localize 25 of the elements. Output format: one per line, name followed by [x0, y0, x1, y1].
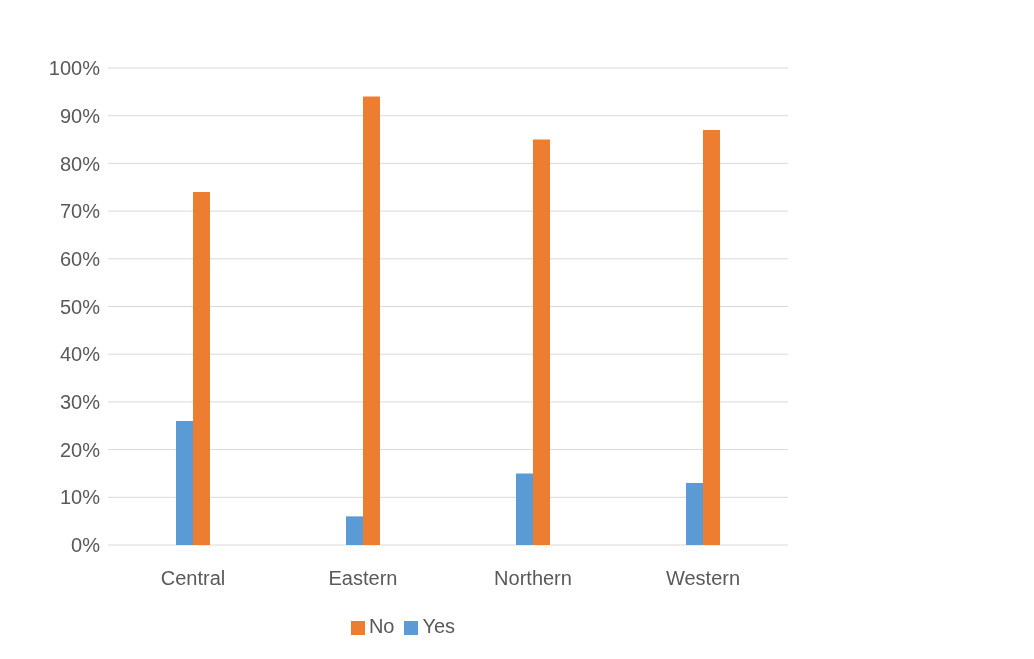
y-tick-label: 40% [59, 343, 101, 366]
y-tick-label: 70% [59, 200, 101, 223]
y-tick-label: 10% [59, 486, 101, 509]
legend-label: Yes [422, 615, 456, 637]
y-tick-label: 100% [48, 57, 101, 80]
y-tick-label: 90% [59, 104, 101, 127]
y-tick-label: 0% [71, 534, 101, 557]
x-tick-label: Eastern [328, 567, 398, 590]
y-tick-label: 80% [59, 152, 101, 175]
bar [193, 192, 210, 545]
bar [703, 130, 720, 545]
bar [686, 482, 703, 545]
bar [363, 96, 380, 545]
bar [533, 139, 550, 545]
x-tick-label: Central [160, 567, 226, 590]
y-tick-label: 60% [59, 247, 101, 270]
y-tick-label: 50% [59, 295, 101, 318]
y-tick-label: 20% [59, 438, 101, 461]
bar [516, 473, 533, 545]
y-tick-label: 30% [59, 391, 101, 413]
bar [176, 420, 193, 545]
x-tick-label: Western [665, 567, 741, 590]
bar [346, 516, 363, 545]
legend-label: No [368, 615, 395, 637]
x-tick-label: Northern [494, 567, 572, 590]
